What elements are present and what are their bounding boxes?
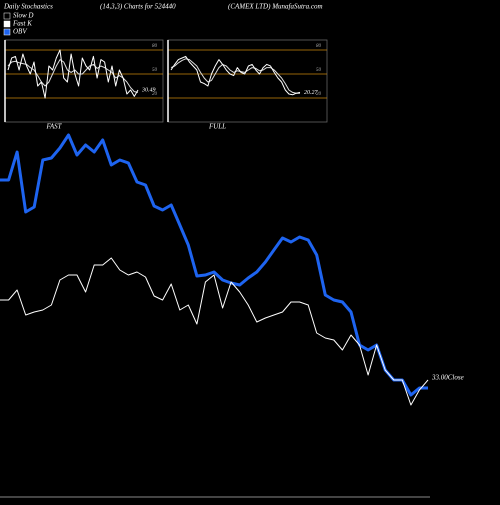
legend-swatch (3, 28, 11, 36)
header-center: (14,3,3) Charts for 524440 (100, 3, 176, 11)
header-right: (CAMEX LTD) MunafaSutra.com (228, 3, 323, 11)
y-tick-label: 50 (152, 68, 158, 73)
x-axis-label: FAST (45, 123, 62, 131)
last-value-label: 33.00Close (431, 374, 464, 382)
series-line (7, 49, 139, 99)
legend-swatch (3, 12, 11, 20)
y-tick-label: 20 (152, 92, 158, 97)
series-line (0, 133, 428, 397)
y-tick-label: 80 (316, 44, 322, 49)
x-axis-label: FULL (208, 123, 226, 131)
legend-label: OBV (13, 28, 27, 36)
series-line (7, 59, 139, 93)
header-left: Daily Stochastics (3, 3, 53, 11)
last-value-label: 20.27 (304, 90, 319, 96)
series-line (0, 257, 429, 406)
series-line (170, 55, 301, 96)
last-value-label: 30.49 (141, 86, 156, 93)
legend-swatch (3, 20, 11, 28)
y-tick-label: 20 (316, 92, 322, 97)
y-tick-label: 50 (316, 68, 322, 73)
legend-label: Slow D (13, 12, 33, 20)
legend-label: Fast K (12, 20, 32, 28)
y-tick-label: 80 (152, 44, 158, 49)
